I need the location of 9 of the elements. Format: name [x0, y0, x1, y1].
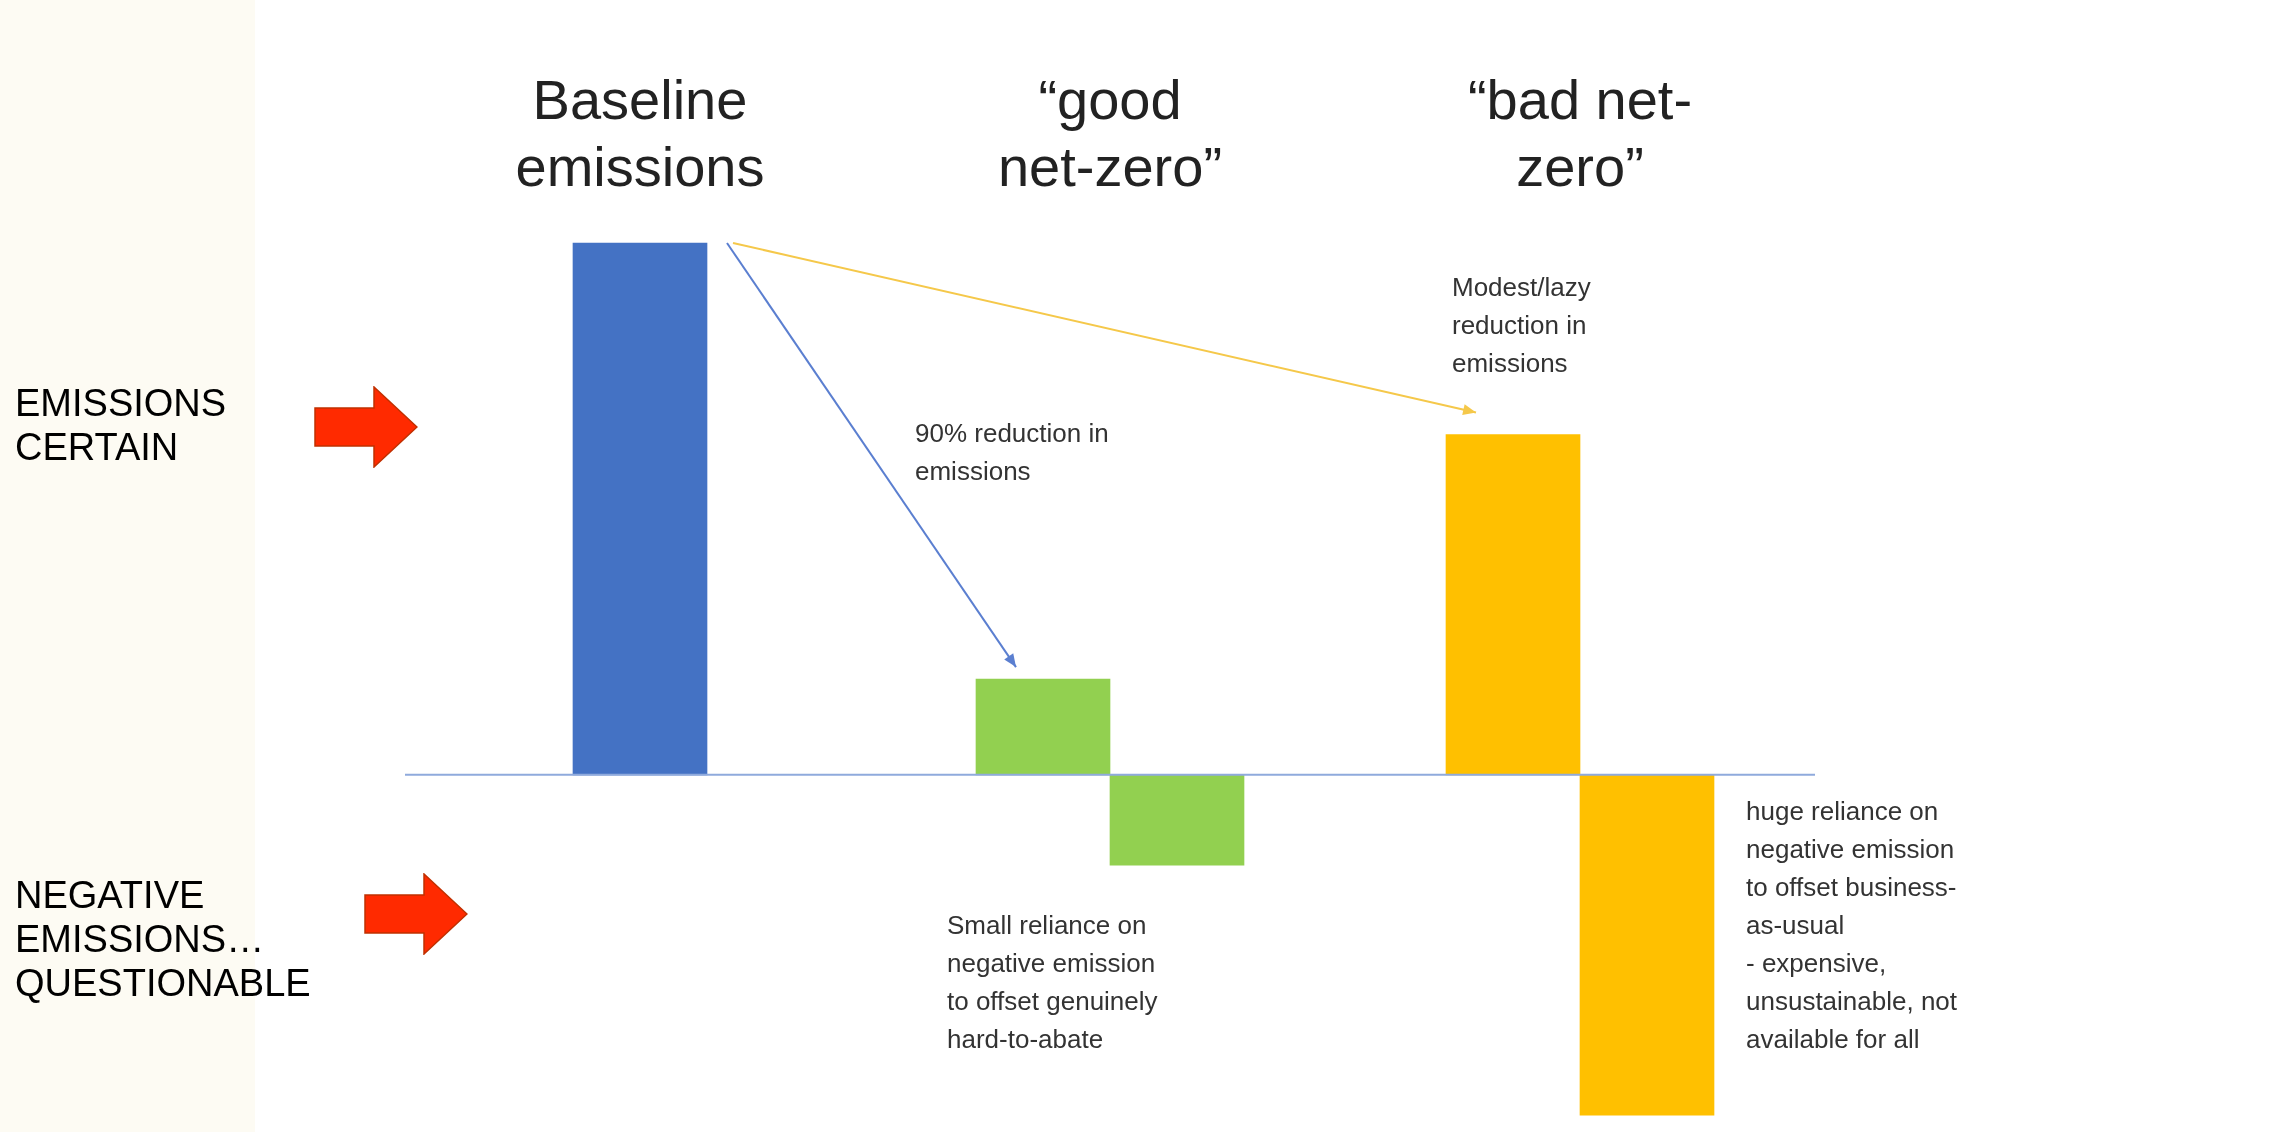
x-tick-label: “bad net- zero”	[1467, 68, 1693, 199]
x-tick-label: “good net-zero”	[997, 68, 1223, 199]
text: EMISSIONS CERTAIN	[15, 381, 227, 469]
annotation: Modest/lazy reduction in emissions	[1452, 272, 1591, 379]
annotation: Small reliance on negative emission to offset genuinely hard-to-abate	[947, 910, 1158, 1055]
annotation: 90% reduction in emissions	[915, 418, 1109, 487]
annotation: huge reliance on negative emission to offset business- as-usual - expensive, unsustainable, not available for all	[1746, 796, 1958, 1055]
x-tick-label: Baseline emissions	[515, 68, 765, 199]
text: NEGATIVE EMISSIONS… QUESTIONABLE	[15, 873, 311, 1005]
